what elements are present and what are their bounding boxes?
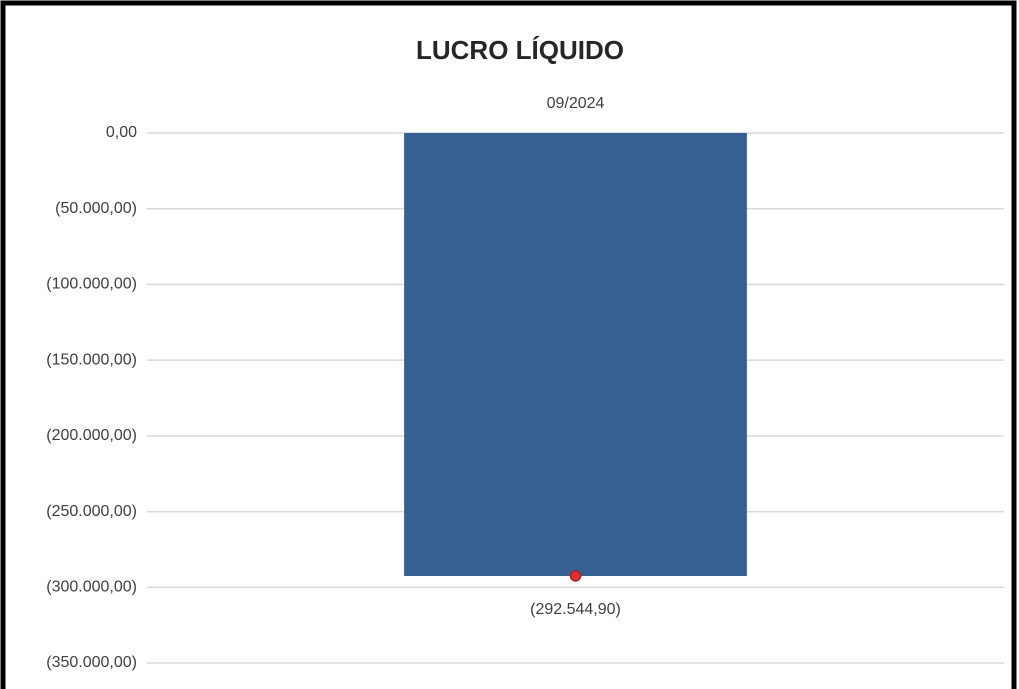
y-tick-label: (100.000,00) [46, 276, 137, 293]
chart-title: LUCRO LÍQUIDO [416, 35, 624, 65]
y-tick-label: 0,00 [106, 124, 137, 141]
y-tick-label: (200.000,00) [46, 427, 137, 444]
y-tick-label: (250.000,00) [46, 503, 137, 520]
value-label: (292.544,90) [530, 601, 621, 618]
y-tick-label: (50.000,00) [55, 200, 137, 217]
y-tick-label: (150.000,00) [46, 351, 137, 368]
bar-end-marker [569, 570, 582, 582]
y-tick-label: (300.000,00) [46, 579, 137, 596]
bar [404, 133, 747, 576]
x-tick-label: 09/2024 [547, 95, 605, 112]
y-tick-label: (350.000,00) [46, 654, 137, 671]
